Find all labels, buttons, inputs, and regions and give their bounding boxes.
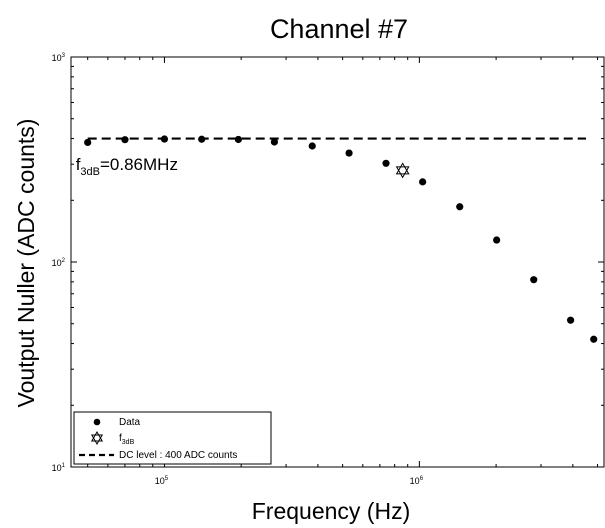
- axis-ticks: [71, 57, 604, 468]
- legend-data-marker: [93, 418, 101, 426]
- legend: Data f3dB DC level : 400 ADC counts: [73, 411, 272, 465]
- data-point: [590, 335, 598, 343]
- legend-box: [73, 411, 272, 465]
- y-tick-label-exp: 2: [62, 258, 66, 264]
- data-point: [234, 135, 242, 144]
- data-point: [121, 136, 129, 144]
- legend-dc-label: DC level : 400 ADC counts: [119, 450, 237, 461]
- legend-f3db-base: f: [119, 433, 122, 444]
- data-point: [456, 203, 464, 211]
- x-tick-label: 106: [410, 476, 424, 486]
- data-point: [530, 276, 538, 284]
- y-axis-label: Voutput Nuller (ADC counts): [13, 119, 39, 408]
- f3db-annotation-value: =0.86MHz: [100, 155, 178, 174]
- data-point: [308, 142, 316, 150]
- chart-title: Channel #7: [270, 14, 408, 44]
- x-tick-label: 105: [155, 476, 169, 486]
- y-tick-label: 101: [52, 463, 66, 473]
- f3db-point: [395, 162, 410, 179]
- legend-data-label: Data: [119, 417, 141, 428]
- data-point: [270, 138, 279, 146]
- f3db-annotation-base: f: [76, 155, 81, 174]
- data-point: [382, 159, 390, 167]
- f3db-annotation: f3dB=0.86MHz: [76, 155, 178, 178]
- data-point: [198, 135, 206, 143]
- data-point: [345, 149, 353, 157]
- plot-area: [70, 56, 605, 468]
- data-points: [84, 135, 598, 343]
- x-tick-label-base: 10: [410, 476, 420, 486]
- y-tick-label-base: 10: [52, 53, 62, 63]
- data-point: [84, 138, 92, 147]
- legend-f3db-sub: 3dB: [122, 439, 135, 446]
- y-tick-label-base: 10: [52, 463, 62, 473]
- data-point: [160, 135, 169, 143]
- y-tick-label-base: 10: [52, 258, 62, 268]
- y-tick-label: 103: [52, 53, 66, 63]
- y-tick-label-exp: 3: [62, 53, 66, 59]
- data-point: [567, 316, 575, 324]
- x-axis-label: Frequency (Hz): [252, 498, 410, 524]
- x-tick-label-base: 10: [155, 476, 165, 486]
- legend-f3db-label: f3dB: [119, 433, 135, 446]
- y-tick-label: 102: [52, 258, 66, 268]
- legend-f3db-marker: [90, 431, 104, 445]
- data-point: [493, 236, 501, 244]
- f3db-annotation-sub: 3dB: [80, 166, 100, 178]
- y-tick-label-exp: 1: [62, 463, 66, 469]
- x-tick-label-exp: 5: [165, 476, 169, 482]
- data-point: [419, 178, 427, 186]
- x-tick-label-exp: 6: [420, 476, 424, 482]
